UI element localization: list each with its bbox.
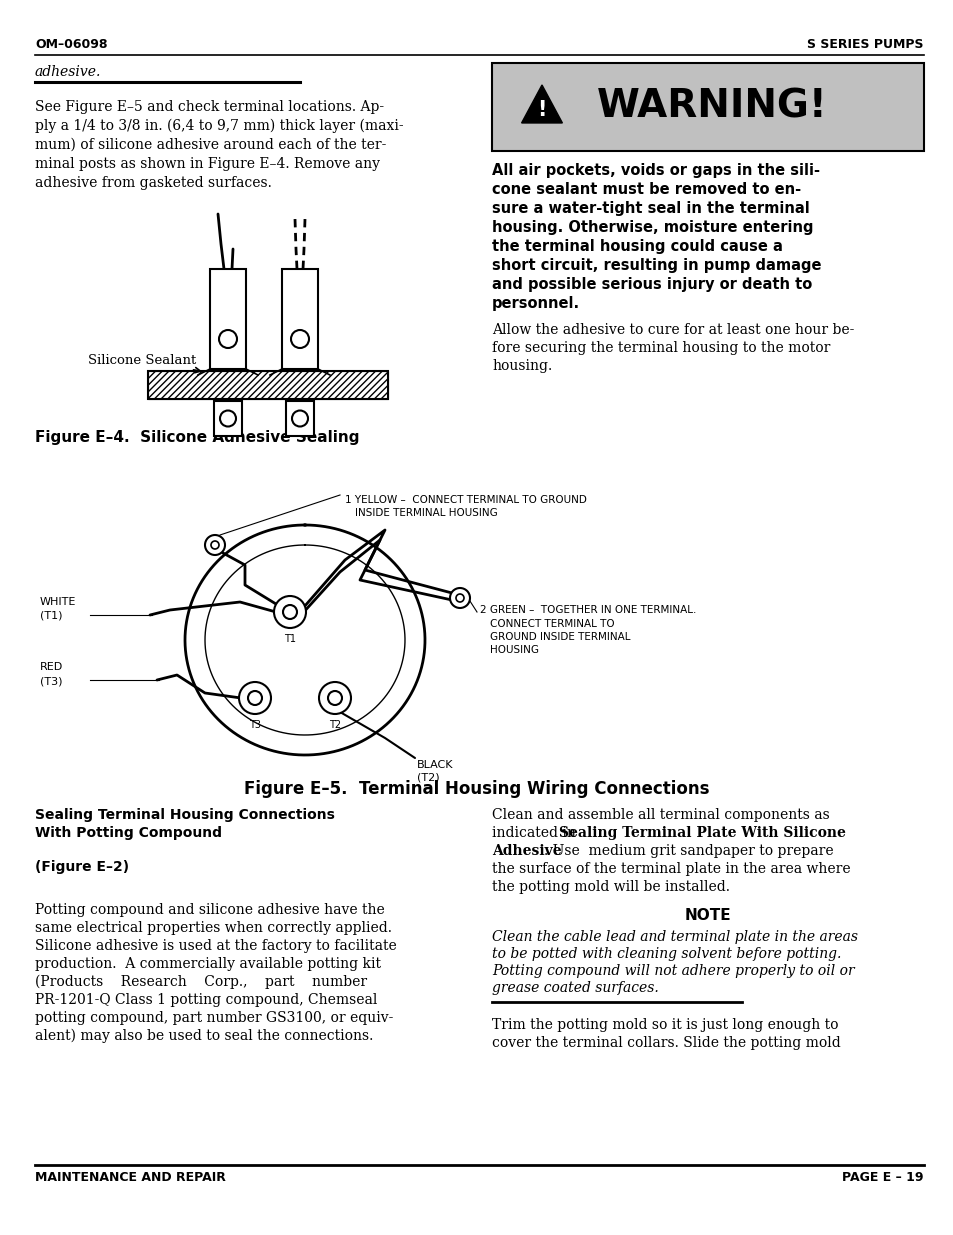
Text: 2 GREEN –  TOGETHER IN ONE TERMINAL.: 2 GREEN – TOGETHER IN ONE TERMINAL. (479, 605, 696, 615)
Text: ply a 1/4 to 3/8 in. (6,4 to 9,7 mm) thick layer (maxi-: ply a 1/4 to 3/8 in. (6,4 to 9,7 mm) thi… (35, 119, 403, 133)
Text: production.  A commercially available potting kit: production. A commercially available pot… (35, 957, 380, 971)
Circle shape (318, 682, 351, 714)
Text: same electrical properties when correctly applied.: same electrical properties when correctl… (35, 921, 392, 935)
Circle shape (274, 597, 306, 629)
Text: the terminal housing could cause a: the terminal housing could cause a (492, 240, 782, 254)
Circle shape (220, 410, 235, 426)
Text: CONNECT TERMINAL TO: CONNECT TERMINAL TO (490, 619, 614, 629)
Circle shape (205, 535, 225, 555)
Text: Figure E–4.  Silicone Adhesive Sealing: Figure E–4. Silicone Adhesive Sealing (35, 430, 359, 445)
Bar (282, 269, 317, 369)
Circle shape (248, 692, 262, 705)
Text: indicated in: indicated in (492, 826, 579, 840)
Text: housing. Otherwise, moisture entering: housing. Otherwise, moisture entering (492, 220, 813, 235)
Bar (213, 401, 242, 436)
Text: mum) of silicone adhesive around each of the ter-: mum) of silicone adhesive around each of… (35, 138, 386, 152)
Polygon shape (521, 85, 562, 124)
Text: Allow the adhesive to cure for at least one hour be-: Allow the adhesive to cure for at least … (492, 324, 854, 337)
Text: sure a water-tight seal in the terminal: sure a water-tight seal in the terminal (492, 201, 809, 216)
Bar (148, 370, 388, 399)
Text: S SERIES PUMPS: S SERIES PUMPS (806, 38, 923, 51)
Text: T3: T3 (249, 720, 261, 730)
Text: (T1): (T1) (40, 611, 63, 621)
Text: PAGE E – 19: PAGE E – 19 (841, 1171, 923, 1184)
Text: Trim the potting mold so it is just long enough to: Trim the potting mold so it is just long… (492, 1018, 838, 1032)
Text: Adhesive: Adhesive (492, 844, 561, 858)
Text: personnel.: personnel. (492, 296, 579, 311)
Text: Potting compound and silicone adhesive have the: Potting compound and silicone adhesive h… (35, 903, 384, 918)
Bar (492, 63, 923, 151)
Text: HOUSING: HOUSING (490, 645, 538, 655)
Text: Sealing Terminal Plate With Silicone: Sealing Terminal Plate With Silicone (558, 826, 845, 840)
Text: potting compound, part number GS3100, or equiv-: potting compound, part number GS3100, or… (35, 1011, 393, 1025)
Text: NOTE: NOTE (684, 908, 731, 923)
Text: All air pockets, voids or gaps in the sili-: All air pockets, voids or gaps in the si… (492, 163, 820, 178)
Text: minal posts as shown in Figure E–4. Remove any: minal posts as shown in Figure E–4. Remo… (35, 157, 379, 170)
Text: adhesive.: adhesive. (35, 65, 101, 79)
Text: RED: RED (40, 662, 63, 672)
Text: Clean and assemble all terminal components as: Clean and assemble all terminal componen… (492, 808, 829, 823)
Text: INSIDE TERMINAL HOUSING: INSIDE TERMINAL HOUSING (355, 508, 497, 517)
Text: cone sealant must be removed to en-: cone sealant must be removed to en- (492, 182, 801, 198)
Circle shape (292, 410, 308, 426)
Bar (210, 269, 246, 369)
Circle shape (211, 541, 219, 550)
Circle shape (283, 605, 296, 619)
Text: Potting compound will not adhere properly to oil or: Potting compound will not adhere properl… (492, 965, 854, 978)
Text: (T2): (T2) (416, 773, 439, 783)
Text: adhesive from gasketed surfaces.: adhesive from gasketed surfaces. (35, 177, 272, 190)
Text: WARNING!: WARNING! (597, 88, 827, 126)
Text: Figure E–5.  Terminal Housing Wiring Connections: Figure E–5. Terminal Housing Wiring Conn… (244, 781, 709, 798)
Text: alent) may also be used to seal the connections.: alent) may also be used to seal the conn… (35, 1029, 373, 1044)
Text: 1 YELLOW –  CONNECT TERMINAL TO GROUND: 1 YELLOW – CONNECT TERMINAL TO GROUND (345, 495, 586, 505)
Text: Silicone Sealant: Silicone Sealant (88, 353, 200, 373)
Text: BLACK: BLACK (416, 760, 453, 769)
Text: . Use  medium grit sandpaper to prepare: . Use medium grit sandpaper to prepare (543, 844, 833, 858)
Text: (Products    Research    Corp.,    part    number: (Products Research Corp., part number (35, 974, 367, 989)
Text: Sealing Terminal Housing Connections: Sealing Terminal Housing Connections (35, 808, 335, 823)
Text: OM–06098: OM–06098 (35, 38, 108, 51)
Text: PR-1201-Q Class 1 potting compound, Chemseal: PR-1201-Q Class 1 potting compound, Chem… (35, 993, 377, 1007)
Bar (148, 370, 388, 399)
Circle shape (328, 692, 341, 705)
Text: housing.: housing. (492, 359, 552, 373)
Text: (T3): (T3) (40, 676, 63, 685)
Text: the surface of the terminal plate in the area where: the surface of the terminal plate in the… (492, 862, 850, 876)
Bar (286, 401, 314, 436)
Text: fore securing the terminal housing to the motor: fore securing the terminal housing to th… (492, 341, 829, 354)
Text: the potting mold will be installed.: the potting mold will be installed. (492, 881, 729, 894)
Circle shape (291, 330, 309, 348)
Text: to be potted with cleaning solvent before potting.: to be potted with cleaning solvent befor… (492, 947, 841, 961)
Text: grease coated surfaces.: grease coated surfaces. (492, 981, 659, 995)
Circle shape (239, 682, 271, 714)
Text: See Figure E–5 and check terminal locations. Ap-: See Figure E–5 and check terminal locati… (35, 100, 384, 114)
Text: WHITE: WHITE (40, 597, 76, 606)
Text: and possible serious injury or death to: and possible serious injury or death to (492, 277, 811, 291)
Text: cover the terminal collars. Slide the potting mold: cover the terminal collars. Slide the po… (492, 1036, 840, 1050)
Circle shape (219, 330, 236, 348)
Text: Silicone adhesive is used at the factory to facilitate: Silicone adhesive is used at the factory… (35, 939, 396, 953)
Text: MAINTENANCE AND REPAIR: MAINTENANCE AND REPAIR (35, 1171, 226, 1184)
Circle shape (456, 594, 463, 601)
Text: GROUND INSIDE TERMINAL: GROUND INSIDE TERMINAL (490, 632, 630, 642)
Text: T2: T2 (329, 720, 341, 730)
Text: Clean the cable lead and terminal plate in the areas: Clean the cable lead and terminal plate … (492, 930, 857, 944)
Circle shape (450, 588, 470, 608)
Text: With Potting Compound: With Potting Compound (35, 826, 222, 840)
Text: (Figure E–2): (Figure E–2) (35, 860, 129, 874)
Text: short circuit, resulting in pump damage: short circuit, resulting in pump damage (492, 258, 821, 273)
Text: T1: T1 (284, 634, 295, 643)
Text: !: ! (537, 100, 546, 120)
